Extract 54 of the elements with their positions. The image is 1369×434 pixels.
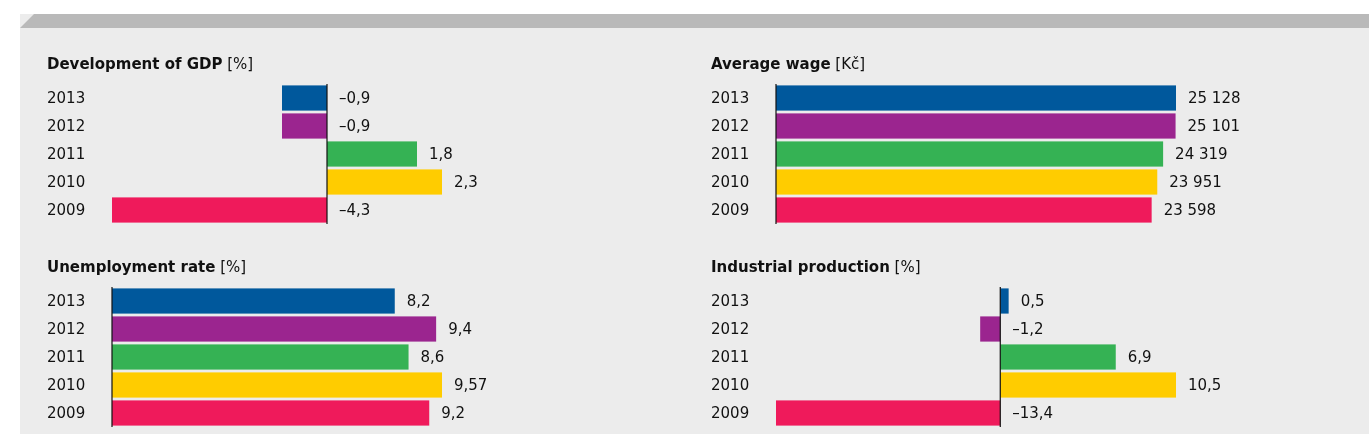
data-label: 24 319 — [1175, 145, 1228, 164]
bar — [776, 400, 1001, 426]
bar — [112, 400, 430, 426]
y-tick-label: 2009 — [711, 404, 750, 423]
y-tick-label: 2010 — [711, 173, 750, 192]
data-label: 25 101 — [1187, 117, 1241, 136]
bar — [112, 288, 395, 314]
bar — [112, 316, 437, 342]
bar — [112, 372, 442, 398]
y-tick-label: 2012 — [47, 320, 86, 339]
data-label: 9,2 — [441, 404, 466, 423]
y-tick-label: 2013 — [711, 89, 750, 108]
y-tick-label: 2010 — [47, 173, 86, 192]
data-label: –13,4 — [1012, 404, 1054, 423]
y-tick-label: 2012 — [711, 320, 750, 339]
data-label: 10,5 — [1188, 376, 1222, 395]
chart-title: Development of GDP [%] — [47, 55, 254, 73]
data-label: 1,8 — [429, 145, 453, 164]
data-label: 8,2 — [406, 292, 431, 311]
data-label: –0,9 — [339, 89, 371, 108]
data-label: 9,4 — [448, 320, 472, 339]
y-tick-label: 2011 — [711, 145, 750, 164]
data-label: –0,9 — [339, 117, 371, 136]
chart-title: Industrial production [%] — [711, 258, 921, 276]
bar — [980, 316, 1001, 342]
y-tick-label: 2009 — [47, 404, 86, 423]
y-tick-label: 2011 — [47, 145, 86, 164]
data-label: 2,3 — [454, 173, 478, 192]
bar — [112, 344, 409, 370]
data-label: 6,9 — [1127, 348, 1152, 367]
y-tick-label: 2010 — [47, 376, 86, 395]
data-label: 23 598 — [1163, 201, 1217, 220]
chart-title: Average wage [Kč] — [711, 55, 866, 73]
data-label: 9,57 — [454, 376, 488, 395]
y-tick-label: 2011 — [711, 348, 750, 367]
chart-title: Unemployment rate [%] — [47, 258, 247, 276]
y-tick-label: 2013 — [47, 292, 86, 311]
bar — [1000, 372, 1176, 398]
y-tick-label: 2009 — [711, 201, 750, 220]
data-label: 25 128 — [1188, 89, 1241, 108]
bar — [1000, 344, 1116, 370]
y-tick-label: 2012 — [711, 117, 750, 136]
y-tick-label: 2009 — [47, 201, 86, 220]
y-tick-label: 2013 — [47, 89, 86, 108]
bar — [1000, 288, 1009, 314]
y-tick-label: 2010 — [711, 376, 750, 395]
y-tick-label: 2011 — [47, 348, 86, 367]
data-label: –4,3 — [339, 201, 371, 220]
data-label: 23 951 — [1169, 173, 1222, 192]
data-label: 0,5 — [1020, 292, 1045, 311]
y-tick-label: 2013 — [711, 292, 750, 311]
data-label: 8,6 — [420, 348, 445, 367]
data-label: –1,2 — [1012, 320, 1044, 339]
y-tick-label: 2012 — [47, 117, 86, 136]
